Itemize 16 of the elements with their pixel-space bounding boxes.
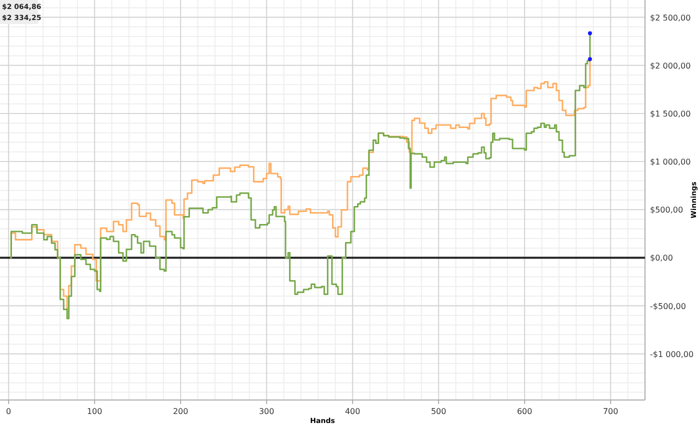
y-tick-label: $2 500,00 [650,13,691,22]
x-tick-label: 400 [344,407,360,416]
y-tick-label: $1 500,00 [650,109,691,118]
x-tick-label: 200 [172,407,188,416]
x-tick-label: 300 [258,407,274,416]
y-tick-label: $500,00 [650,206,684,215]
x-tick-label: 700 [602,407,618,416]
y-tick-label: $0,00 [650,254,673,263]
x-tick-label: 600 [516,407,532,416]
y-tick-label: $1 000,00 [650,158,691,167]
y-tick-label: -$1 000,00 [650,350,694,359]
x-tick-label: 0 [6,407,12,416]
y-tick-label: -$500,00 [650,302,686,311]
y-tick-label: $2 000,00 [650,61,691,70]
x-tick-label: 500 [430,407,446,416]
x-tick-label: 100 [86,407,102,416]
